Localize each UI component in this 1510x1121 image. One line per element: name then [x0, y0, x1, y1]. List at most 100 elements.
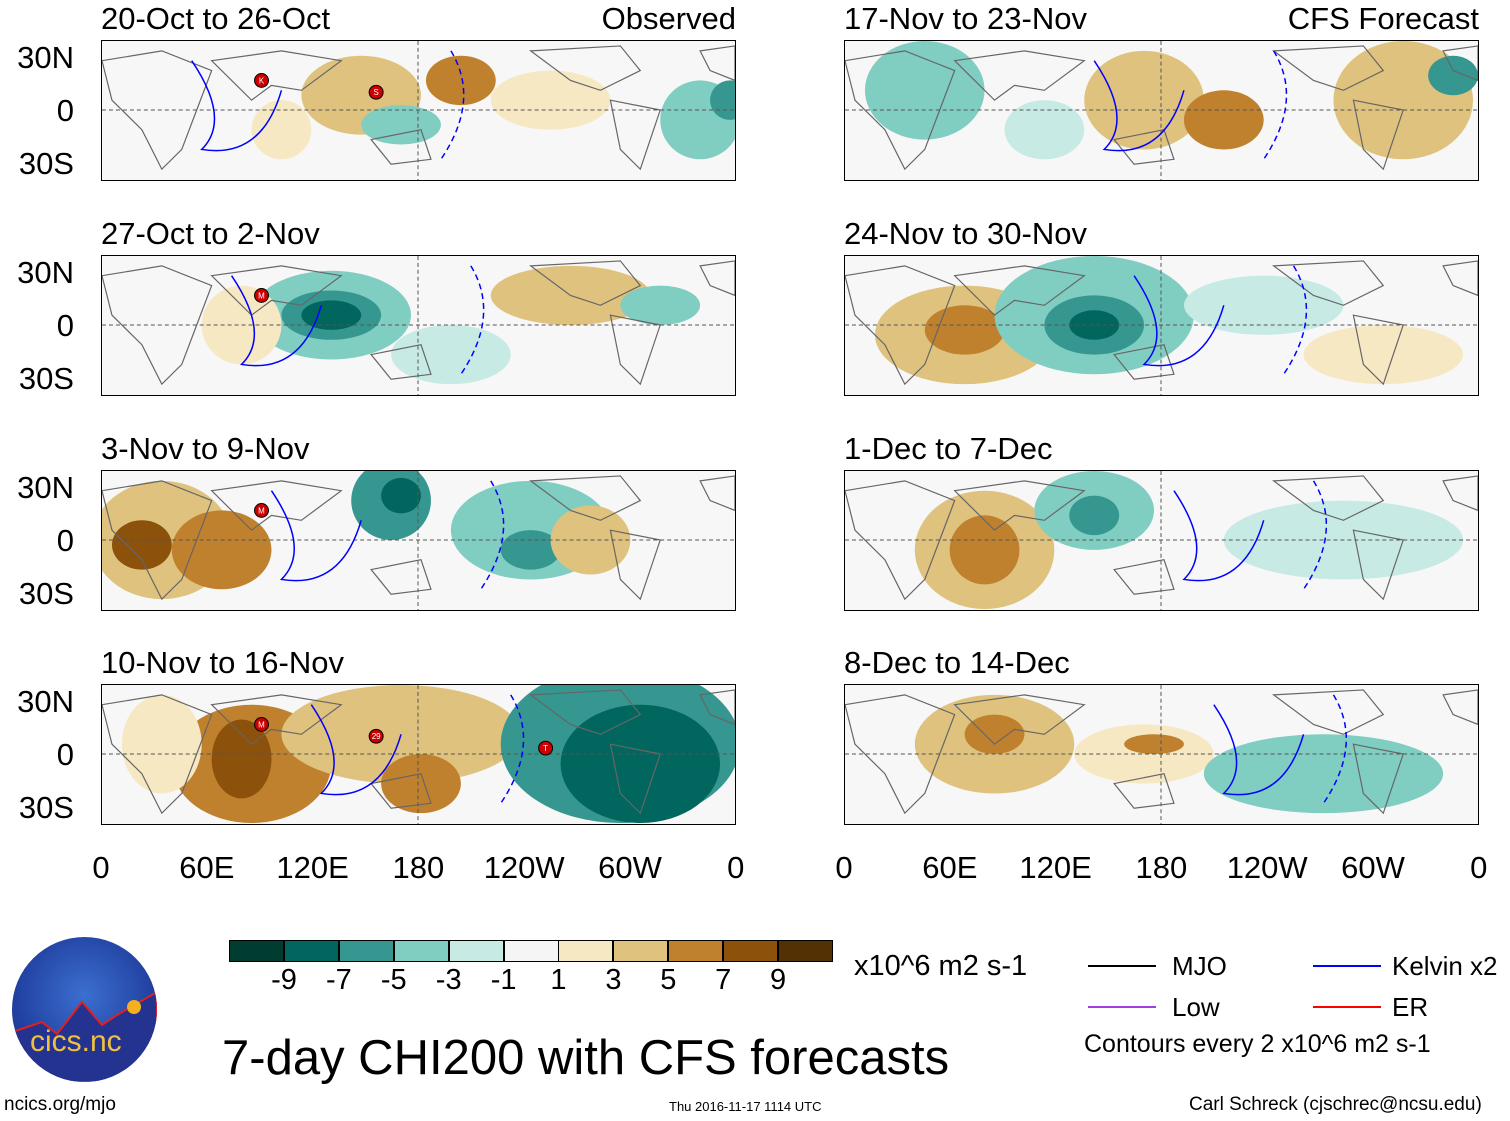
map-panel: M 29 T — [101, 684, 736, 825]
colorbar-tick: -3 — [435, 964, 462, 996]
x-tick-label: 60E — [922, 850, 978, 885]
coastline — [102, 475, 735, 601]
colorbar-swatch — [723, 940, 779, 962]
kelvin-contour — [270, 490, 362, 582]
anomaly-region — [924, 305, 1005, 355]
colorbar-tick: -7 — [325, 964, 352, 996]
anomaly-region — [864, 41, 985, 140]
storm-marker: T — [538, 740, 554, 756]
coastline — [102, 260, 735, 386]
anomaly-region — [391, 325, 511, 385]
svg-text:M: M — [258, 720, 265, 729]
colorbar-tick: 5 — [660, 964, 677, 996]
colorbar-swatch — [338, 940, 394, 962]
colorbar-swatch — [778, 940, 833, 962]
kelvin-contour-negative — [440, 50, 465, 160]
anomaly-region — [281, 685, 521, 784]
colorbar-tick: 1 — [550, 964, 567, 996]
panel-title: 1-Dec to 7-Dec — [844, 431, 1053, 466]
colorbar-swatch — [393, 940, 449, 962]
y-tick-label: 30N — [17, 40, 74, 75]
anomaly-region — [1069, 495, 1120, 536]
kelvin-contour — [1173, 490, 1265, 582]
legend-er-line — [1313, 1006, 1381, 1008]
logo-text: cics.nc — [30, 1025, 122, 1058]
x-tick-label: 0 — [835, 850, 853, 885]
legend-low: Low — [1172, 992, 1220, 1022]
colorbar-swatch — [229, 940, 284, 962]
anomaly-region — [964, 714, 1025, 755]
anomaly-region — [381, 754, 461, 814]
svg-text:S: S — [373, 88, 378, 97]
anomaly-region — [490, 70, 611, 130]
panel-title: 27-Oct to 2-Nov — [101, 216, 320, 251]
anomaly-region — [1069, 310, 1120, 340]
column-header: Observed — [601, 1, 736, 36]
svg-text:T: T — [543, 744, 548, 753]
footer-author: Carl Schreck (cjschrec@ncsu.edu) — [1189, 1094, 1482, 1115]
coastline — [845, 475, 1478, 601]
kelvin-contour — [1093, 60, 1185, 152]
kelvin-contour — [310, 704, 402, 796]
map-panel: M — [101, 470, 736, 611]
panel-title: 3-Nov to 9-Nov — [101, 431, 310, 466]
anomaly-region — [1124, 734, 1184, 755]
storm-marker: M — [254, 503, 269, 518]
anomaly-region — [620, 285, 701, 326]
colorbar-tick: 7 — [715, 964, 732, 996]
y-tick-label: 30S — [18, 576, 74, 611]
y-tick-label: 0 — [56, 737, 74, 772]
anomaly-region — [1074, 724, 1214, 784]
units-label: x10^6 m2 s-1 — [854, 950, 1028, 982]
map-panel — [844, 255, 1479, 396]
colorbar-swatch — [448, 940, 504, 962]
legend-low-line — [1088, 1006, 1156, 1008]
colorbar-tick: 9 — [770, 964, 787, 996]
contour-note: Contours every 2 x10^6 m2 s-1 — [1084, 1030, 1431, 1058]
y-tick-label: 0 — [56, 308, 74, 343]
coastline — [845, 45, 1478, 171]
storm-marker: 29 — [368, 728, 384, 744]
kelvin-contour — [1133, 275, 1225, 367]
anomaly-region — [1183, 90, 1264, 150]
legend-er: ER — [1392, 992, 1429, 1022]
colorbar-swatch — [283, 940, 339, 962]
y-tick-label: 0 — [56, 93, 74, 128]
x-tick-label: 60E — [179, 850, 235, 885]
kelvin-contour-negative — [1282, 265, 1308, 375]
x-tick-label: 120E — [276, 850, 349, 885]
x-tick-label: 180 — [1135, 850, 1188, 885]
kelvin-contour — [191, 60, 283, 152]
colorbar-tick: -1 — [490, 964, 517, 996]
svg-text:K: K — [259, 76, 265, 85]
column-header: CFS Forecast — [1287, 1, 1479, 36]
map-panel: M — [101, 255, 736, 396]
legend-mjo: MJO — [1172, 951, 1227, 981]
panel-title: 24-Nov to 30-Nov — [844, 216, 1087, 251]
kelvin-contour-negative — [460, 265, 485, 375]
svg-text:M: M — [258, 291, 265, 300]
anomaly-region — [211, 719, 272, 799]
anomaly-region — [1084, 50, 1204, 150]
anomaly-region — [1004, 100, 1085, 160]
footer-timestamp: Thu 2016-11-17 1114 UTC — [669, 1099, 822, 1114]
x-tick-label: 180 — [392, 850, 445, 885]
legend-kelvin: Kelvin x2 — [1392, 951, 1498, 981]
x-tick-label: 120W — [1226, 850, 1308, 885]
colorbar-tick: 3 — [605, 964, 622, 996]
y-tick-label: 30S — [18, 790, 74, 825]
anomaly-region — [361, 105, 441, 145]
storm-marker: M — [254, 288, 269, 303]
y-tick-label: 30N — [17, 255, 74, 290]
panel-title: 17-Nov to 23-Nov — [844, 1, 1087, 36]
x-tick-label: 60W — [598, 850, 662, 885]
panel-title: 20-Oct to 26-Oct — [101, 1, 331, 36]
coastline — [102, 45, 735, 171]
svg-text:29: 29 — [372, 732, 381, 741]
anomaly-region — [949, 515, 1020, 585]
map-panel — [844, 40, 1479, 181]
kelvin-contour — [1213, 704, 1305, 796]
footer-url[interactable]: ncics.org/mjo — [4, 1094, 116, 1115]
kelvin-contour-negative — [480, 480, 505, 590]
